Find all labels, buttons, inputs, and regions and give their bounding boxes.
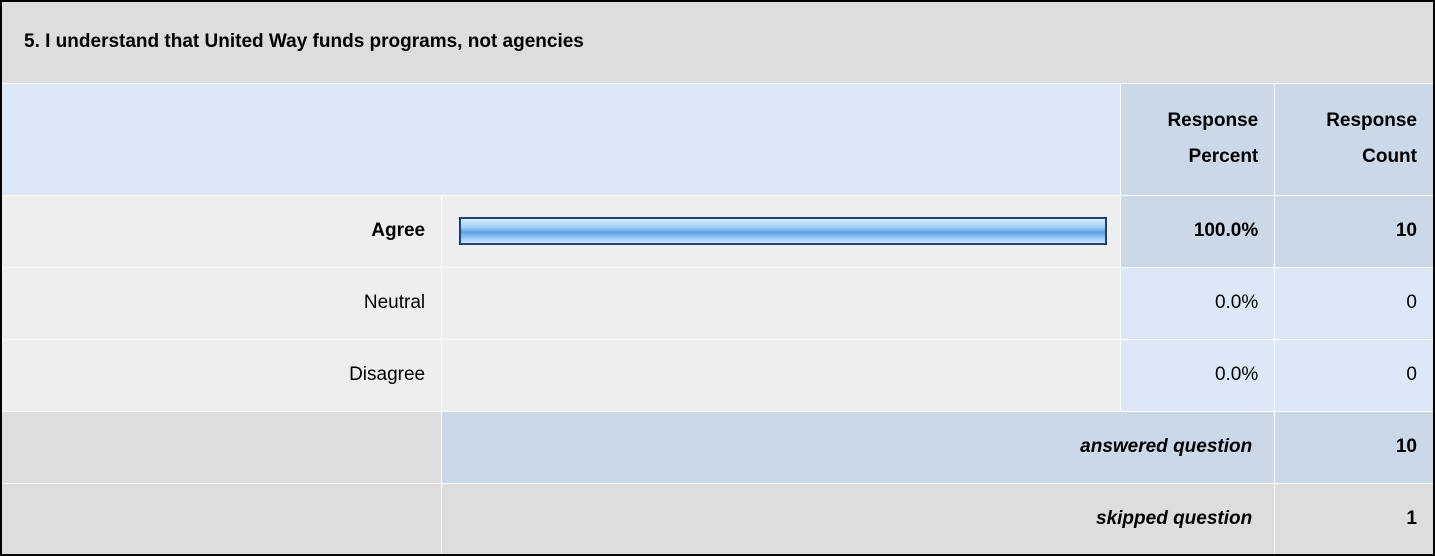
- bar-cell-agree: [441, 194, 1122, 268]
- response-percent-header-line1: Response: [1167, 110, 1259, 131]
- skipped-question-count: 1: [1274, 482, 1435, 556]
- count-neutral: 0: [1274, 266, 1435, 340]
- header-blank: [0, 82, 1122, 196]
- bar-track-neutral: [459, 289, 1107, 317]
- footer-blank-answered: [0, 410, 443, 484]
- count-disagree: 0: [1274, 338, 1435, 412]
- count-agree: 10: [1274, 194, 1435, 268]
- bar-track-agree: [459, 217, 1108, 245]
- response-percent-header-line2: Percent: [1188, 146, 1259, 167]
- bar-track-disagree: [459, 361, 1107, 389]
- response-count-header-line1: Response: [1326, 110, 1417, 131]
- skipped-question-label: skipped question: [441, 482, 1276, 556]
- table-row: Neutral 0.0% 0: [0, 266, 1435, 340]
- question-title: 5. I understand that United Way funds pr…: [0, 0, 1435, 84]
- category-label-neutral: Neutral: [0, 266, 443, 340]
- percent-disagree: 0.0%: [1120, 338, 1276, 412]
- response-percent-header: Response Percent: [1120, 82, 1276, 196]
- bar-agree: [459, 217, 1108, 245]
- table-row: Agree 100.0% 10: [0, 194, 1435, 268]
- percent-agree: 100.0%: [1120, 194, 1276, 268]
- response-count-header-line2: Count: [1362, 146, 1417, 167]
- bar-cell-neutral: [441, 266, 1122, 340]
- bar-cell-disagree: [441, 338, 1122, 412]
- response-count-header: Response Count: [1274, 82, 1435, 196]
- table-row: Disagree 0.0% 0: [0, 338, 1435, 412]
- category-label-disagree: Disagree: [0, 338, 443, 412]
- percent-neutral: 0.0%: [1120, 266, 1276, 340]
- answered-question-label: answered question: [441, 410, 1276, 484]
- answered-question-count: 10: [1274, 410, 1435, 484]
- footer-blank-skipped: [0, 482, 443, 556]
- category-label-agree: Agree: [0, 194, 443, 268]
